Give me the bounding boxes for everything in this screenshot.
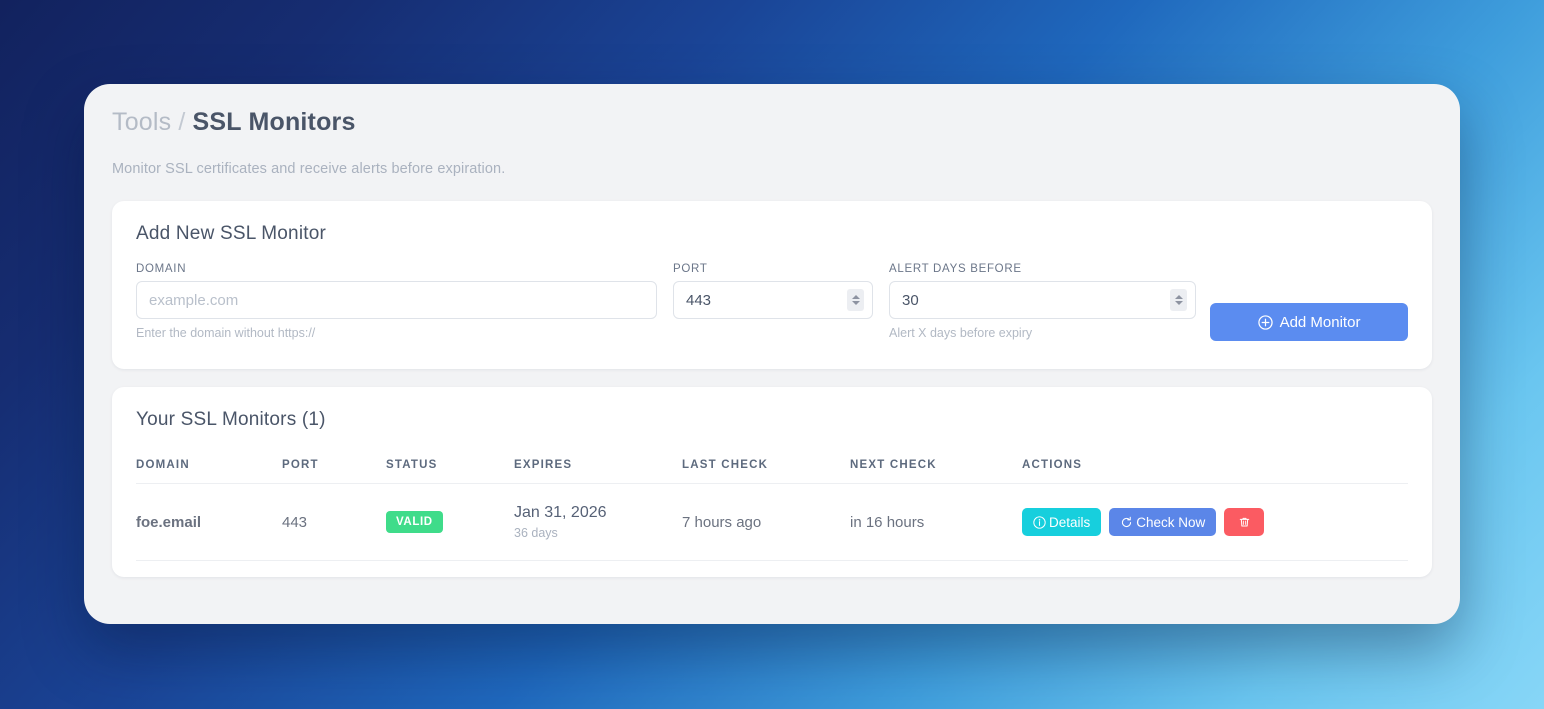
app-shell: Tools / SSL Monitors Monitor SSL certifi… bbox=[84, 84, 1460, 624]
column-header-expires: EXPIRES bbox=[514, 431, 682, 484]
table-body: foe.email 443 VALID Jan 31, 2026 36 days… bbox=[136, 483, 1408, 561]
cell-next-check: in 16 hours bbox=[850, 483, 1022, 561]
chevron-down-icon[interactable] bbox=[851, 301, 860, 305]
alert-days-input[interactable] bbox=[889, 281, 1196, 319]
cell-domain: foe.email bbox=[136, 483, 282, 561]
row-actions: Details Check Now bbox=[1022, 508, 1408, 536]
alert-days-field-group: ALERT DAYS BEFORE Alert X days before ex… bbox=[889, 263, 1196, 340]
alert-days-input-wrap bbox=[889, 281, 1196, 319]
table-header-row: DOMAIN PORT STATUS EXPIRES LAST CHECK NE… bbox=[136, 431, 1408, 484]
breadcrumb-separator: / bbox=[178, 108, 186, 136]
cell-actions: Details Check Now bbox=[1022, 483, 1408, 561]
monitors-table: DOMAIN PORT STATUS EXPIRES LAST CHECK NE… bbox=[136, 431, 1408, 561]
domain-label: DOMAIN bbox=[136, 263, 187, 275]
domain-input-wrap bbox=[136, 281, 657, 319]
domain-field-group: DOMAIN Enter the domain without https:// bbox=[136, 263, 657, 340]
chevron-up-icon[interactable] bbox=[851, 295, 860, 299]
page-subtitle: Monitor SSL certificates and receive ale… bbox=[112, 161, 506, 177]
port-label: PORT bbox=[673, 263, 708, 275]
cell-expires: Jan 31, 2026 36 days bbox=[514, 483, 682, 561]
monitors-title: Your SSL Monitors (1) bbox=[136, 409, 326, 430]
details-button[interactable]: Details bbox=[1022, 508, 1102, 536]
trash-icon bbox=[1238, 516, 1251, 529]
alert-days-help-text: Alert X days before expiry bbox=[889, 326, 1033, 340]
chevron-up-icon[interactable] bbox=[1174, 295, 1183, 299]
expires-date: Jan 31, 2026 bbox=[514, 504, 607, 521]
status-badge: VALID bbox=[386, 511, 443, 533]
alert-days-label: ALERT DAYS BEFORE bbox=[889, 263, 1022, 275]
check-now-button-label: Check Now bbox=[1136, 514, 1206, 530]
alert-days-stepper[interactable] bbox=[1170, 289, 1187, 311]
port-field-group: PORT bbox=[673, 263, 873, 319]
chevron-down-icon[interactable] bbox=[1174, 301, 1183, 305]
plus-circle-icon bbox=[1257, 314, 1273, 330]
column-header-last-check: LAST CHECK bbox=[682, 431, 850, 484]
domain-help-text: Enter the domain without https:// bbox=[136, 326, 316, 340]
column-header-next-check: NEXT CHECK bbox=[850, 431, 1022, 484]
expires-days-remaining: 36 days bbox=[514, 526, 558, 540]
add-monitor-button[interactable]: Add Monitor bbox=[1210, 303, 1408, 341]
info-circle-icon bbox=[1033, 515, 1046, 529]
details-button-label: Details bbox=[1049, 514, 1091, 530]
domain-input[interactable] bbox=[136, 281, 657, 319]
add-monitor-card: Add New SSL Monitor DOMAIN Enter the dom… bbox=[112, 201, 1432, 369]
table-header: DOMAIN PORT STATUS EXPIRES LAST CHECK NE… bbox=[136, 431, 1408, 484]
breadcrumb-parent-tools[interactable]: Tools bbox=[112, 108, 172, 136]
cell-last-check: 7 hours ago bbox=[682, 483, 850, 561]
delete-button[interactable] bbox=[1224, 508, 1265, 536]
port-input[interactable] bbox=[673, 281, 873, 319]
page-title: SSL Monitors bbox=[192, 108, 356, 136]
column-header-actions: ACTIONS bbox=[1022, 431, 1408, 484]
monitors-card: Your SSL Monitors (1) DOMAIN PORT STATUS… bbox=[112, 387, 1432, 577]
column-header-port: PORT bbox=[282, 431, 386, 484]
refresh-icon bbox=[1120, 516, 1133, 529]
table-row[interactable]: foe.email 443 VALID Jan 31, 2026 36 days… bbox=[136, 483, 1408, 561]
cell-status: VALID bbox=[386, 483, 514, 561]
add-monitor-title: Add New SSL Monitor bbox=[136, 223, 327, 244]
cell-port: 443 bbox=[282, 483, 386, 561]
breadcrumb: Tools / SSL Monitors bbox=[112, 84, 1432, 137]
port-stepper[interactable] bbox=[847, 289, 864, 311]
column-header-domain: DOMAIN bbox=[136, 431, 282, 484]
check-now-button[interactable]: Check Now bbox=[1109, 508, 1217, 536]
port-input-wrap bbox=[673, 281, 873, 319]
add-monitor-form: DOMAIN Enter the domain without https://… bbox=[136, 263, 1408, 340]
column-header-status: STATUS bbox=[386, 431, 514, 484]
add-monitor-button-label: Add Monitor bbox=[1279, 313, 1361, 331]
